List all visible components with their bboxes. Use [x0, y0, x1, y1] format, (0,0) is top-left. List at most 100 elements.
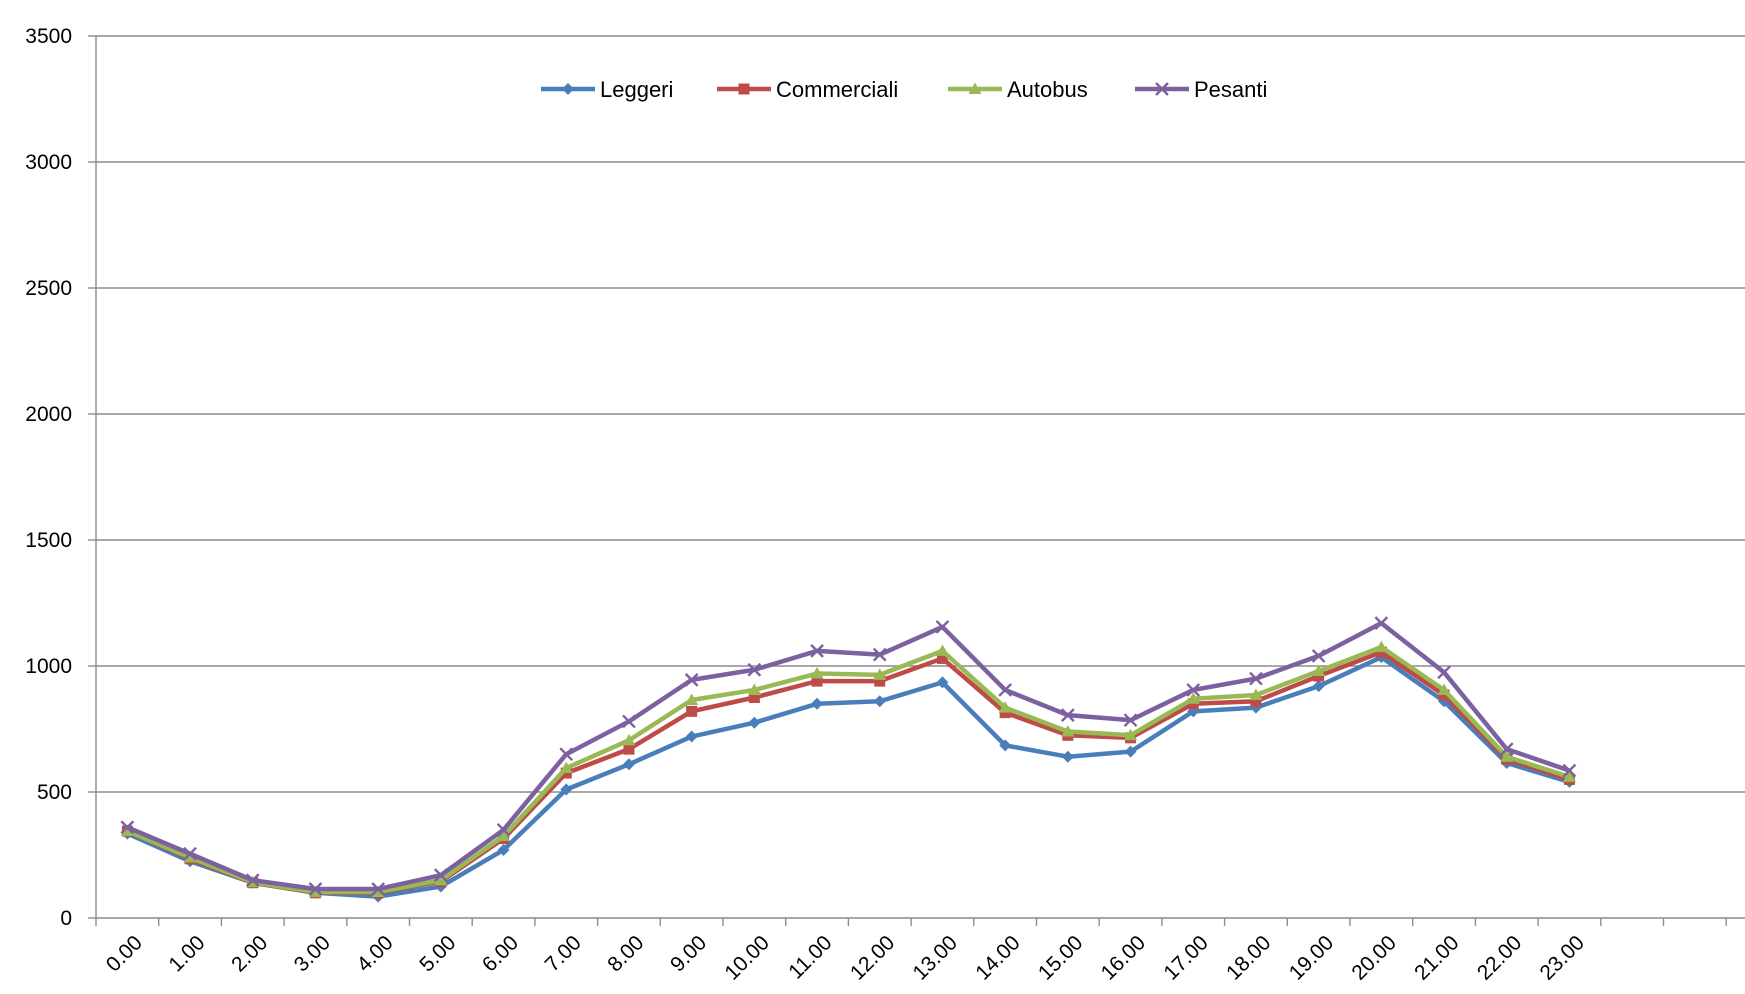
legend-label-leggeri: Leggeri [600, 77, 673, 102]
y-tick-label: 1000 [25, 655, 72, 678]
data-point-pesanti [308, 882, 323, 896]
data-point-commerciali [1375, 646, 1387, 658]
data-point-pesanti [1499, 742, 1514, 757]
y-tick-label: 1500 [25, 529, 72, 552]
data-point-autobus [747, 683, 761, 695]
x-tick-label: 22.00 [1473, 931, 1526, 984]
data-point-autobus [434, 873, 448, 886]
data-point-pesanti [183, 846, 197, 861]
data-point-autobus [1124, 728, 1138, 741]
x-tick-label: 2.00 [227, 931, 272, 976]
legend-item-leggeri: Leggeri [541, 77, 673, 102]
series-leggeri [121, 651, 1576, 903]
data-point-autobus [120, 824, 134, 837]
data-point-autobus [1437, 683, 1451, 695]
data-point-commerciali [686, 705, 698, 717]
series-pesanti [120, 616, 1577, 896]
data-point-leggeri [1312, 680, 1325, 693]
legend-label-autobus: Autobus [1007, 77, 1088, 102]
data-point-pesanti [872, 647, 887, 662]
data-point-autobus [559, 761, 573, 774]
x-tick-label: 21.00 [1410, 931, 1463, 984]
x-tick-label: 8.00 [603, 931, 648, 976]
data-point-autobus [183, 851, 197, 863]
data-point-autobus [998, 701, 1012, 713]
data-point-autobus [1061, 725, 1075, 737]
legend-item-autobus: Autobus [948, 77, 1088, 102]
data-point-pesanti [1060, 708, 1075, 722]
y-axis-ticks: 0 500 1000 1500 2000 2500 3000 3500 [25, 25, 96, 930]
data-point-autobus [935, 644, 949, 656]
data-point-pesanti [1249, 671, 1263, 686]
data-point-leggeri [622, 758, 635, 771]
data-point-autobus [1312, 664, 1326, 677]
legend: Leggeri Commerciali Autobus Pesanti [541, 77, 1267, 102]
data-point-pesanti [433, 868, 448, 883]
x-tick-label: 11.00 [784, 931, 836, 983]
data-point-autobus [1374, 640, 1388, 653]
x-tick-label: 0.00 [102, 931, 147, 976]
data-point-commerciali [748, 692, 760, 703]
data-point-commerciali [999, 707, 1011, 719]
x-tick-label: 4.00 [353, 931, 398, 976]
data-point-commerciali [623, 743, 635, 755]
data-point-leggeri [811, 697, 824, 710]
data-point-commerciali [811, 675, 823, 687]
data-point-pesanti [1186, 683, 1201, 697]
axes [95, 36, 1745, 919]
data-point-leggeri [936, 676, 949, 689]
data-point-pesanti [935, 620, 950, 634]
legend-label-commerciali: Commerciali [776, 77, 898, 102]
y-tick-label: 0 [60, 907, 72, 930]
legend-label-pesanti: Pesanti [1194, 77, 1267, 102]
x-axis-ticks: 0.00 1.00 2.00 3.00 4.00 5.00 6.00 7.00 8.00 9.00… [95, 918, 1727, 985]
data-point-commerciali [874, 675, 886, 687]
data-point-pesanti [1123, 713, 1138, 728]
x-tick-label: 14.00 [971, 931, 1024, 984]
x-tick-label: 23.00 [1536, 931, 1589, 984]
x-tick-label: 16.00 [1097, 931, 1150, 984]
data-point-leggeri [999, 739, 1012, 752]
x-tick-label: 9.00 [666, 931, 711, 976]
data-point-pesanti [559, 747, 574, 762]
data-point-pesanti [496, 822, 511, 837]
data-point-pesanti [1311, 649, 1326, 663]
data-point-pesanti [747, 662, 762, 677]
y-tick-label: 3500 [25, 25, 72, 48]
legend-item-pesanti: Pesanti [1135, 77, 1267, 102]
x-tick-label: 15.00 [1034, 931, 1087, 984]
x-tick-label: 1.00 [164, 931, 209, 976]
data-point-pesanti [371, 882, 385, 896]
data-point-leggeri [560, 783, 573, 796]
data-point-autobus [308, 885, 322, 898]
data-point-autobus [873, 668, 887, 680]
data-point-autobus [685, 693, 699, 706]
x-tick-label: 18.00 [1222, 931, 1275, 984]
legend-item-commerciali: Commerciali [717, 77, 898, 102]
data-point-commerciali [560, 767, 572, 779]
data-point-commerciali [1187, 698, 1199, 710]
data-point-commerciali [936, 652, 948, 664]
data-point-pesanti [120, 820, 135, 835]
data-point-pesanti [1374, 616, 1389, 631]
data-point-commerciali [1313, 670, 1325, 682]
x-tick-label: 12.00 [846, 931, 899, 984]
series-group [120, 616, 1577, 903]
series-line-autobus [125, 644, 1572, 895]
y-tick-label: 2000 [25, 403, 72, 426]
x-tick-label: 3.00 [290, 931, 335, 976]
data-point-autobus [1500, 750, 1514, 762]
data-point-pesanti [998, 683, 1012, 697]
series-line-commerciali [125, 649, 1572, 896]
data-point-commerciali [1250, 695, 1262, 707]
series-line-leggeri [125, 654, 1572, 899]
data-point-autobus [497, 829, 511, 842]
x-tick-label: 7.00 [541, 931, 586, 976]
x-tick-label: 5.00 [415, 931, 460, 976]
data-point-autobus [1249, 688, 1263, 700]
x-tick-label: 17.00 [1159, 931, 1212, 984]
data-point-autobus [1562, 770, 1576, 782]
data-point-leggeri [1061, 750, 1074, 763]
y-tick-label: 500 [37, 781, 72, 804]
